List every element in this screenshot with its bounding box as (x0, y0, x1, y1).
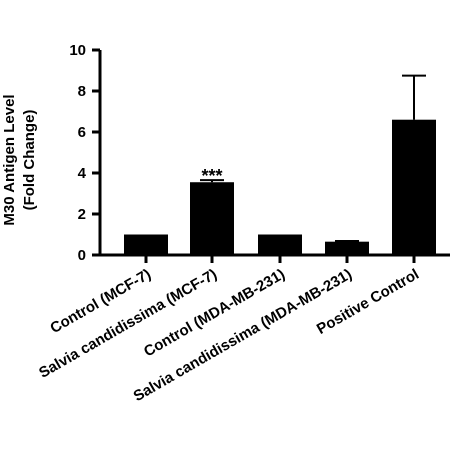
bar (258, 234, 302, 255)
significance-annotation: *** (201, 166, 222, 186)
bar (190, 182, 234, 255)
y-tick-label: 2 (78, 206, 86, 223)
y-axis-title-line2: (Fold Change) (21, 110, 38, 211)
bar (124, 234, 168, 255)
bar (325, 241, 369, 255)
y-axis-title-line1: M30 Antigen Level (1, 94, 18, 225)
y-tick-label: 0 (78, 247, 86, 264)
y-tick-label: 6 (78, 124, 86, 141)
y-tick-label: 8 (78, 83, 86, 100)
bar (392, 119, 436, 255)
y-tick-label: 4 (78, 165, 87, 182)
y-tick-label: 10 (69, 42, 86, 59)
